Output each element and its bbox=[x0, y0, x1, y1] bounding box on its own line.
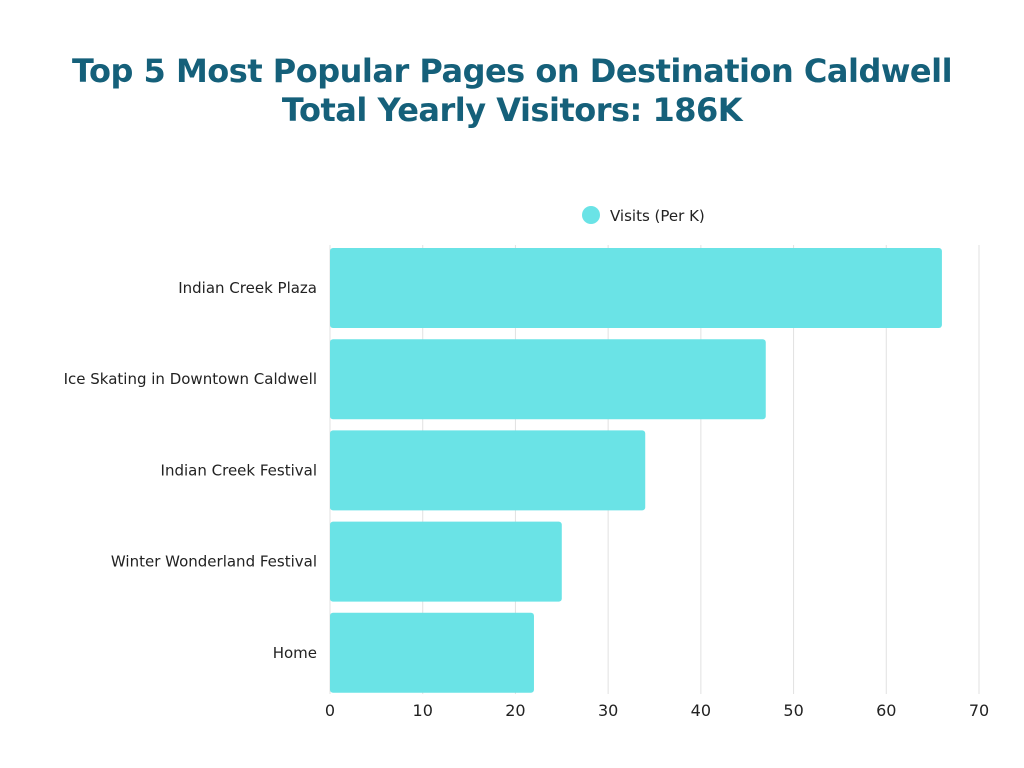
x-axis-ticks: 0 10 20 30 40 50 60 70 bbox=[325, 701, 989, 720]
x-tick-label-60: 60 bbox=[876, 701, 896, 720]
chart-subtitle-line: Total Yearly Visitors: 186K bbox=[281, 91, 743, 129]
bars bbox=[330, 248, 942, 693]
legend: Visits (Per K) bbox=[582, 206, 705, 225]
bar-4 bbox=[330, 521, 562, 602]
category-labels: Indian Creek Plaza Ice Skating in Downtow… bbox=[64, 279, 317, 662]
bar-3 bbox=[330, 430, 646, 511]
x-tick-label-50: 50 bbox=[783, 701, 803, 720]
x-tick-label-10: 10 bbox=[413, 701, 433, 720]
bar-1 bbox=[330, 248, 942, 328]
chart-title: Top 5 Most Popular Pages on Destination … bbox=[0, 52, 1024, 130]
legend-label: Visits (Per K) bbox=[610, 207, 705, 225]
x-tick-label-20: 20 bbox=[505, 701, 525, 720]
category-label-2: Ice Skating in Downtown Caldwell bbox=[64, 370, 317, 388]
category-label-3: Indian Creek Festival bbox=[161, 461, 317, 479]
category-label-5: Home bbox=[273, 644, 317, 662]
legend-swatch bbox=[582, 206, 600, 224]
chart-title-line: Top 5 Most Popular Pages on Destination … bbox=[71, 52, 953, 90]
bar-2 bbox=[330, 339, 766, 420]
x-tick-label-70: 70 bbox=[969, 701, 989, 720]
x-tick-label-40: 40 bbox=[691, 701, 711, 720]
x-tick-label-30: 30 bbox=[598, 701, 618, 720]
category-label-1: Indian Creek Plaza bbox=[178, 279, 317, 297]
category-label-4: Winter Wonderland Festival bbox=[111, 553, 317, 571]
bar-5 bbox=[330, 612, 534, 693]
x-tick-label-0: 0 bbox=[325, 701, 335, 720]
